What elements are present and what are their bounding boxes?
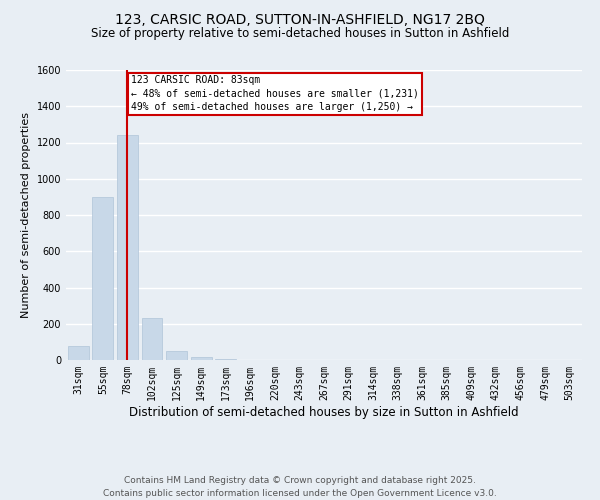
Text: Size of property relative to semi-detached houses in Sutton in Ashfield: Size of property relative to semi-detach… <box>91 28 509 40</box>
Text: Contains HM Land Registry data © Crown copyright and database right 2025.
Contai: Contains HM Land Registry data © Crown c… <box>103 476 497 498</box>
Bar <box>92 197 113 360</box>
X-axis label: Distribution of semi-detached houses by size in Sutton in Ashfield: Distribution of semi-detached houses by … <box>129 406 519 418</box>
Bar <box>117 135 138 360</box>
Bar <box>142 318 163 360</box>
Text: 123, CARSIC ROAD, SUTTON-IN-ASHFIELD, NG17 2BQ: 123, CARSIC ROAD, SUTTON-IN-ASHFIELD, NG… <box>115 12 485 26</box>
Bar <box>215 359 236 360</box>
Bar <box>166 351 187 360</box>
Y-axis label: Number of semi-detached properties: Number of semi-detached properties <box>21 112 31 318</box>
Bar <box>191 358 212 360</box>
Text: 123 CARSIC ROAD: 83sqm
← 48% of semi-detached houses are smaller (1,231)
49% of : 123 CARSIC ROAD: 83sqm ← 48% of semi-det… <box>131 76 419 112</box>
Bar <box>68 346 89 360</box>
